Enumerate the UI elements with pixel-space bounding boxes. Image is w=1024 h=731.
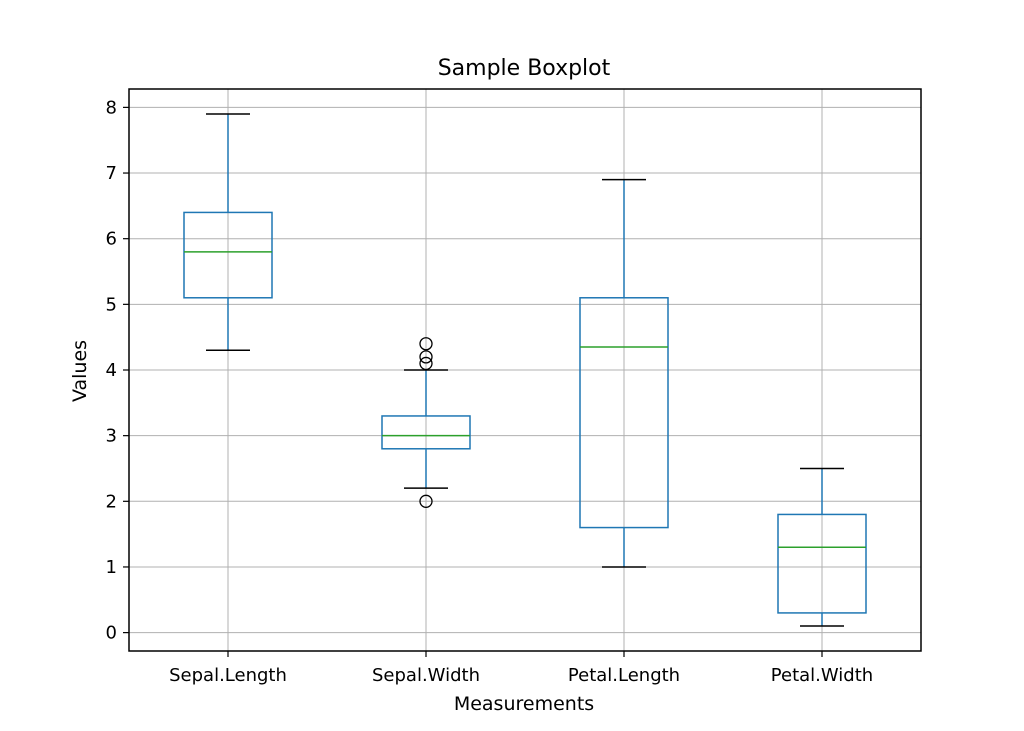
outlier-point xyxy=(419,356,433,371)
grid-lines xyxy=(129,89,921,651)
x-axis-label: Measurements xyxy=(454,693,594,715)
y-tick-label: 1 xyxy=(106,557,117,578)
y-tick-label: 3 xyxy=(106,426,117,447)
box-iqr xyxy=(381,415,471,450)
y-tick-label: 2 xyxy=(106,491,117,512)
box-petal-width xyxy=(777,467,867,627)
box-iqr xyxy=(777,513,867,614)
x-tick-label: Petal.Width xyxy=(771,665,873,686)
y-tick-label: 5 xyxy=(106,294,117,315)
outlier-point xyxy=(419,337,433,351)
y-axis-label: Values xyxy=(69,340,91,402)
box-iqr xyxy=(579,297,669,529)
x-tick-label: Petal.Length xyxy=(568,665,680,686)
y-tick-label: 4 xyxy=(106,360,117,381)
y-tick-label: 0 xyxy=(106,623,117,644)
y-tick-label: 7 xyxy=(106,163,117,184)
x-tick-label: Sepal.Length xyxy=(169,665,287,686)
box-iqr xyxy=(183,211,273,299)
y-tick-label: 8 xyxy=(106,97,117,118)
outlier-point xyxy=(419,494,433,508)
box-sepal-width xyxy=(381,337,471,508)
box-sepal-length xyxy=(183,113,273,352)
boxes-layer xyxy=(183,113,867,627)
box-petal-length xyxy=(579,178,669,568)
x-tick-label: Sepal.Width xyxy=(372,665,480,686)
y-tick-label: 6 xyxy=(106,229,117,250)
outlier-point xyxy=(419,350,433,364)
chart-title: Sample Boxplot xyxy=(438,56,611,81)
axis-ticks: 0 1 2 3 4 5 6 7 8 Sepal.Length Sepal.Width Petal.Le… xyxy=(106,97,874,686)
